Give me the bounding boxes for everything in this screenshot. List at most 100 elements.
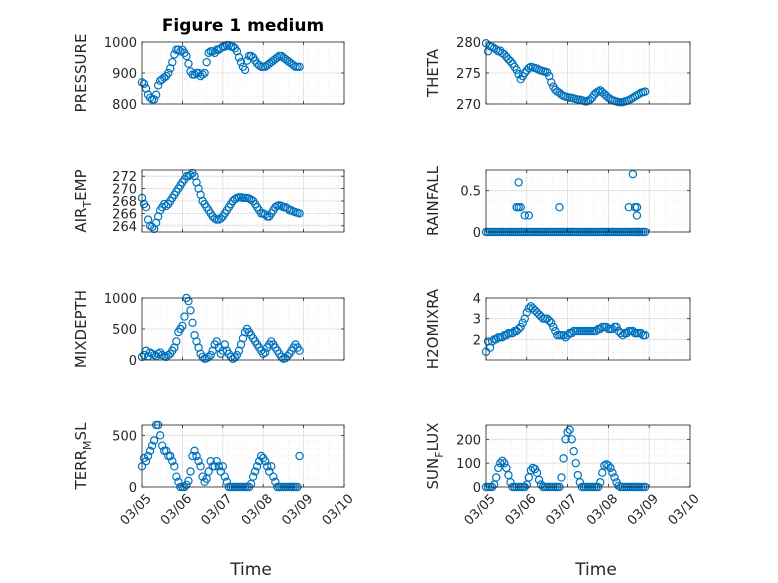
data-point xyxy=(295,62,304,72)
data-point xyxy=(514,70,523,79)
data-point xyxy=(186,467,195,476)
data-point xyxy=(640,87,650,96)
data-point xyxy=(172,337,181,346)
data-point xyxy=(139,79,149,89)
data-point xyxy=(608,468,617,477)
data-point xyxy=(157,350,167,360)
data-point xyxy=(186,170,195,180)
y-tick-label: 500 xyxy=(112,429,137,444)
data-point xyxy=(591,326,601,336)
data-point xyxy=(194,456,203,466)
data-point xyxy=(514,324,523,334)
data-point xyxy=(565,425,574,434)
y-axis-label-subscript: F xyxy=(433,451,446,457)
data-point xyxy=(575,478,585,487)
y-axis-label: H2OMIXRA xyxy=(424,288,442,369)
data-point xyxy=(496,458,505,468)
data-point xyxy=(545,316,554,325)
data-point xyxy=(151,90,161,99)
subplot-1: 800 900 1000 PRESSURE Figure 1 medium xyxy=(72,16,345,113)
x-tick-label: 03/07 xyxy=(198,491,235,528)
y-tick-label: 0 xyxy=(129,481,137,496)
data-point xyxy=(557,473,566,482)
data-point xyxy=(182,51,191,61)
data-point xyxy=(184,296,193,306)
data-point xyxy=(170,462,179,471)
data-point xyxy=(184,59,193,68)
data-point xyxy=(204,48,213,58)
chart-title: Figure 1 medium xyxy=(162,16,324,36)
data-point xyxy=(206,456,215,466)
x-tick-label: 03/10 xyxy=(320,491,357,528)
x-tick-label: 03/07 xyxy=(543,491,580,528)
data-point xyxy=(628,169,638,179)
data-point xyxy=(186,306,195,315)
data-point xyxy=(516,202,525,212)
data-point xyxy=(277,352,286,362)
data-point xyxy=(520,211,529,220)
y-axis-label: AIRTEMP xyxy=(72,169,94,232)
data-point xyxy=(206,350,215,360)
data-point xyxy=(174,477,183,487)
data-point xyxy=(506,478,515,487)
y-tick-label: 1000 xyxy=(104,292,137,307)
data-point xyxy=(180,312,189,321)
data-point xyxy=(630,92,640,101)
data-point xyxy=(232,350,242,360)
data-point xyxy=(498,456,507,465)
y-tick-label: 0 xyxy=(473,481,481,496)
data-point xyxy=(628,93,638,103)
data-point xyxy=(494,463,503,473)
y-axis-label-tail: EMP xyxy=(72,169,90,200)
data-point xyxy=(254,61,264,70)
data-point xyxy=(176,47,185,56)
data-point xyxy=(271,202,280,212)
y-axis-label: MIXDEPTH xyxy=(72,290,90,368)
data-point xyxy=(271,477,280,487)
data-point xyxy=(143,451,153,461)
data-point xyxy=(261,210,270,219)
data-point xyxy=(295,209,304,218)
data-point xyxy=(164,68,173,78)
data-point xyxy=(198,70,207,79)
data-point xyxy=(524,63,534,73)
data-point xyxy=(498,333,507,342)
data-point xyxy=(591,88,601,98)
data-point xyxy=(230,194,240,204)
data-point xyxy=(508,328,517,338)
data-point xyxy=(157,441,167,450)
y-axis-label-tail: SL xyxy=(72,422,90,441)
data-point xyxy=(252,462,262,471)
x-axis-label: Time xyxy=(574,560,617,580)
data-point xyxy=(212,456,221,466)
data-point xyxy=(166,451,175,461)
data-point xyxy=(614,481,623,491)
y-axis-label-subscript: T xyxy=(81,201,94,209)
data-point xyxy=(222,477,232,487)
data-point xyxy=(636,328,646,338)
data-point xyxy=(549,322,558,332)
data-point xyxy=(616,328,625,338)
data-point xyxy=(506,57,515,66)
data-point xyxy=(640,331,650,340)
y-axis-label: THETA xyxy=(424,48,442,98)
data-point xyxy=(512,65,521,75)
data-point xyxy=(624,202,634,212)
data-point xyxy=(141,456,151,466)
data-point xyxy=(612,322,621,332)
data-point xyxy=(265,467,274,476)
data-point xyxy=(149,436,159,445)
subplot-8: 0 100 200 03/05 03/06 03/07 03/08 03/09 03/10 SUN… xyxy=(424,423,703,580)
data-point xyxy=(547,78,556,87)
data-point xyxy=(261,348,270,357)
data-point xyxy=(626,94,636,104)
data-point xyxy=(256,451,266,461)
data-point xyxy=(289,61,298,70)
y-tick-label: 500 xyxy=(112,323,137,338)
data-point xyxy=(263,462,272,471)
y-tick-label: 4 xyxy=(473,292,481,307)
y-tick-label: 275 xyxy=(456,67,481,82)
data-point xyxy=(269,472,278,481)
data-point xyxy=(520,68,529,78)
data-point xyxy=(240,65,250,75)
